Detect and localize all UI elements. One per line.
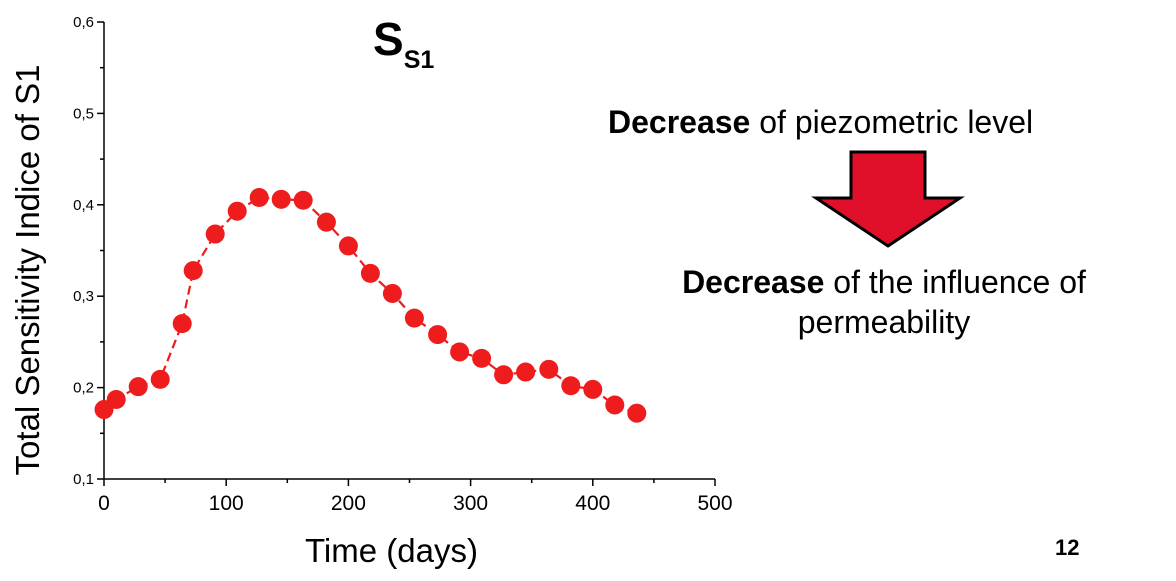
- data-point: [338, 236, 358, 256]
- x-tick-label: 0: [98, 492, 110, 515]
- data-point: [404, 308, 424, 328]
- data-point: [382, 283, 402, 303]
- data-point: [293, 190, 313, 210]
- data-point: [516, 362, 536, 382]
- data-point: [227, 201, 247, 221]
- annotation-piezometric-bold: Decrease: [608, 104, 751, 140]
- chart-svg: 0 100 200 300 400 500 0,1 0,2 0,3 0,4 0,5 0,6: [73, 14, 732, 515]
- y-tick-label: 0,4: [73, 197, 94, 214]
- data-point: [583, 379, 603, 399]
- data-point: [249, 187, 269, 207]
- data-point: [428, 325, 448, 345]
- data-point: [183, 261, 203, 281]
- y-tick-label: 0,2: [73, 380, 94, 397]
- x-axis-label: Time (days): [305, 532, 478, 569]
- annotation-permeability-bold: Decrease: [682, 264, 825, 300]
- x-tick-label: 100: [209, 492, 244, 515]
- x-tick-label: 300: [453, 492, 488, 515]
- page-number: 12: [1055, 535, 1080, 560]
- series-line: [103, 196, 638, 415]
- data-point: [627, 403, 647, 423]
- data-point: [271, 189, 291, 209]
- x-tick-label: 500: [697, 492, 732, 515]
- y-tick-label: 0,6: [73, 14, 94, 31]
- data-point: [172, 314, 192, 334]
- data-point: [150, 369, 170, 389]
- annotation-piezometric-rest: of piezometric level: [750, 104, 1034, 140]
- chart-title-main: S: [373, 13, 404, 65]
- data-point: [561, 376, 581, 396]
- y-tick-label: 0,3: [73, 288, 94, 305]
- annotation-permeability-rest: of the influence of permeability: [797, 264, 1086, 340]
- chart-title-subscript: S1: [403, 46, 435, 74]
- y-axis-label: Total Sensitivity Indice of S1: [9, 64, 46, 476]
- y-tick-label: 0,1: [73, 471, 94, 488]
- data-point: [360, 263, 380, 283]
- data-point: [472, 348, 492, 368]
- data-point: [205, 224, 225, 244]
- x-tick-label: 400: [575, 492, 610, 515]
- annotation-permeability: Decrease of the influence of permeabilit…: [600, 262, 1168, 342]
- data-point: [450, 342, 470, 362]
- down-arrow-icon: [811, 150, 965, 248]
- data-point: [128, 377, 148, 397]
- data-point: [605, 395, 625, 415]
- data-point: [316, 212, 336, 232]
- chart-title: SS1: [373, 12, 434, 75]
- y-axis-label-wrap: Total Sensitivity Indice of S1: [8, 10, 48, 530]
- y-tick-label: 0,5: [73, 105, 94, 122]
- data-point: [494, 365, 514, 385]
- data-point: [106, 389, 126, 409]
- data-point: [539, 359, 559, 379]
- x-tick-label: 200: [331, 492, 366, 515]
- annotation-piezometric: Decrease of piezometric level: [608, 104, 1033, 141]
